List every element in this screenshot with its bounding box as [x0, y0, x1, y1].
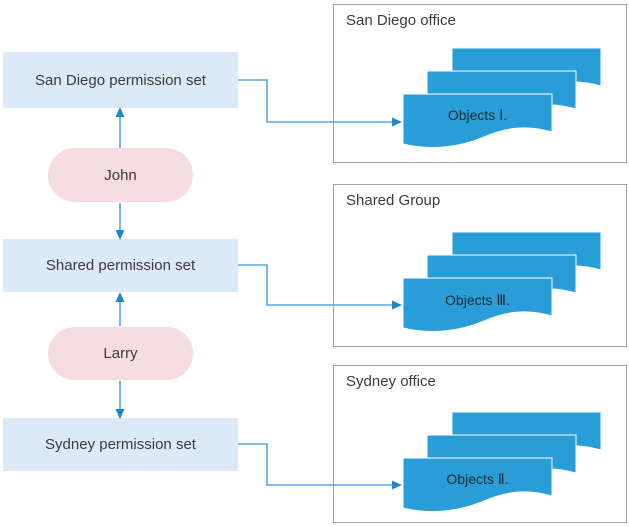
document-stack-shared: [402, 231, 602, 332]
permission-set-label: Shared permission set: [45, 257, 196, 274]
user-label: Larry: [103, 345, 138, 362]
permission-set-label: San Diego permission set: [35, 71, 206, 89]
group-title: Shared Group: [346, 192, 441, 209]
permission-set-box-san-diego: San Diego permission set: [3, 52, 238, 108]
arrowhead-up-icon: [115, 292, 125, 302]
document-stack-sydney: [402, 411, 602, 512]
document-label-objects-2: Objects Ⅱ.: [446, 471, 509, 487]
arrowhead-up-icon: [115, 107, 125, 117]
user-pill-john: John: [48, 148, 193, 202]
group-title: Sydney office: [346, 373, 436, 390]
permission-set-box-shared: Shared permission set: [3, 239, 238, 292]
permission-set-box-sydney: Sydney permission set: [3, 418, 238, 471]
user-label: John: [104, 166, 137, 184]
document-stack-san-diego: [402, 47, 602, 148]
document-shape-front: [402, 93, 553, 148]
group-title: San Diego office: [346, 12, 456, 29]
document-label-objects-1: Objects Ⅰ.: [447, 107, 508, 123]
user-pill-larry: Larry: [48, 327, 193, 380]
document-shape-front: [402, 457, 553, 512]
document-label-objects-3: Objects Ⅲ.: [445, 292, 510, 308]
document-shape-front: [402, 277, 553, 332]
permission-set-label: Sydney permission set: [45, 436, 196, 453]
